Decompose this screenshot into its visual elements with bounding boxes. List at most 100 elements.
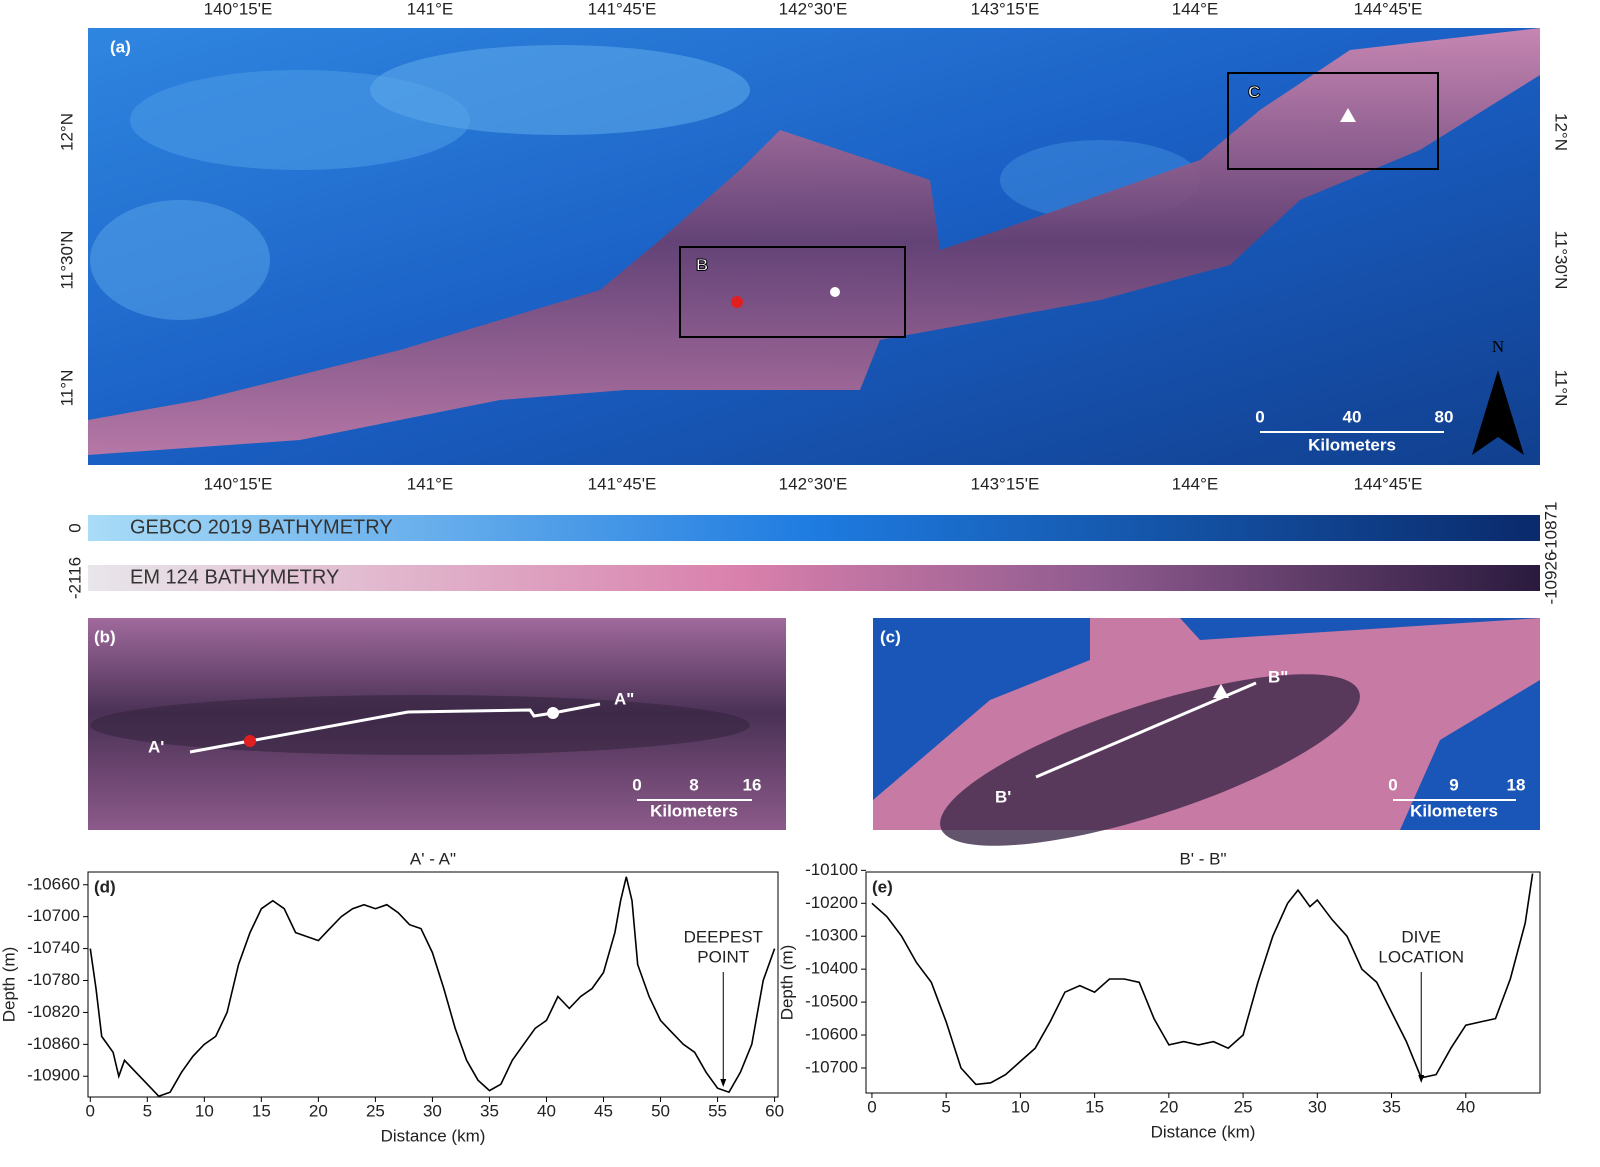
white-point bbox=[830, 287, 840, 297]
y-axis-label: Depth (m) bbox=[777, 945, 796, 1021]
y-tick-label: -10500 bbox=[805, 992, 858, 1011]
panel-label: (c) bbox=[880, 627, 901, 646]
x-tick-label: 5 bbox=[941, 1097, 950, 1116]
colorbar-max: -10871 bbox=[1541, 502, 1560, 555]
lon-label: 144°45'E bbox=[1354, 0, 1423, 18]
lat-label: 12°N bbox=[1552, 113, 1571, 151]
profile-start: A' bbox=[148, 737, 164, 756]
x-tick-label: 30 bbox=[423, 1101, 442, 1120]
scale-label: 0 bbox=[1255, 407, 1264, 426]
shoal bbox=[370, 45, 750, 135]
colorbar-label: GEBCO 2019 BATHYMETRY bbox=[130, 516, 393, 538]
x-tick-label: 25 bbox=[366, 1101, 385, 1120]
profiles: A' - A" (d) Distance (km) Depth (m) 0 5 10 15 20… bbox=[0, 849, 1541, 1145]
arrow-head bbox=[1418, 1075, 1425, 1083]
lon-label: 143°15'E bbox=[971, 0, 1040, 18]
panel-label: (e) bbox=[872, 877, 893, 896]
map-b: (b) A' A" 0 8 16 Kilometers bbox=[88, 618, 786, 830]
lon-label: 142°30'E bbox=[779, 0, 848, 18]
y-tick-label: -10900 bbox=[27, 1066, 80, 1085]
x-tick-label: 55 bbox=[708, 1101, 727, 1120]
lon-label: 143°15'E bbox=[971, 474, 1040, 493]
lon-label: 144°E bbox=[1172, 474, 1219, 493]
scale-label: 80 bbox=[1435, 407, 1454, 426]
colorbar-label: EM 124 BATHYMETRY bbox=[130, 566, 339, 588]
lon-label: 142°30'E bbox=[779, 474, 848, 493]
profile-end: B" bbox=[1268, 667, 1288, 686]
y-tick-label: -10740 bbox=[27, 938, 80, 957]
box-label: C bbox=[1248, 82, 1260, 101]
chart-title: A' - A" bbox=[410, 849, 456, 868]
y-tick-label: -10700 bbox=[27, 906, 80, 925]
x-tick-label: 30 bbox=[1308, 1097, 1327, 1116]
x-tick-label: 40 bbox=[537, 1101, 556, 1120]
x-tick-label: 50 bbox=[651, 1101, 670, 1120]
x-tick-label: 15 bbox=[252, 1101, 271, 1120]
chart-title: B' - B" bbox=[1179, 849, 1226, 868]
x-tick-label: 10 bbox=[1011, 1097, 1030, 1116]
lat-label: 11°30'N bbox=[1552, 231, 1571, 290]
box-b bbox=[679, 246, 906, 338]
y-tick-label: -10780 bbox=[27, 970, 80, 989]
colorbar bbox=[88, 565, 1540, 591]
panel-label: (d) bbox=[94, 877, 116, 896]
box-label: B bbox=[696, 255, 708, 274]
panel-label: (a) bbox=[110, 37, 131, 56]
x-tick-label: 40 bbox=[1456, 1097, 1475, 1116]
scale-label: 8 bbox=[689, 775, 698, 794]
lat-label: 12°N bbox=[57, 113, 76, 151]
y-tick-label: -10200 bbox=[805, 893, 858, 912]
red-point bbox=[244, 735, 256, 747]
profile-line bbox=[1035, 681, 1257, 779]
profile-line bbox=[871, 873, 1534, 1086]
annotation: POINT bbox=[697, 947, 749, 966]
white-point bbox=[547, 707, 559, 719]
trench-axis bbox=[90, 695, 750, 755]
scale-label: 40 bbox=[1343, 407, 1362, 426]
profile-line bbox=[89, 876, 776, 1098]
profile-start: B' bbox=[995, 787, 1011, 806]
y-tick-label: -10600 bbox=[805, 1025, 858, 1044]
colorbar bbox=[88, 515, 1540, 541]
north-label: N bbox=[1492, 337, 1504, 356]
scale-label: 18 bbox=[1507, 775, 1526, 794]
scale-label: 0 bbox=[632, 775, 641, 794]
lon-label: 144°E bbox=[1172, 0, 1219, 18]
lat-label: 11°N bbox=[57, 370, 76, 407]
lat-label: 11°N bbox=[1552, 370, 1571, 407]
x-tick-label: 5 bbox=[143, 1101, 152, 1120]
box-c bbox=[1227, 72, 1439, 170]
profile-end: A" bbox=[614, 689, 634, 708]
scale-unit: Kilometers bbox=[1308, 435, 1396, 454]
lon-label: 141°45'E bbox=[588, 0, 657, 18]
colorbar-min: 0 bbox=[65, 523, 84, 532]
shoal bbox=[90, 200, 270, 320]
y-tick-label: -10300 bbox=[805, 926, 858, 945]
y-tick-label: -10660 bbox=[27, 874, 80, 893]
trench-axis bbox=[940, 674, 1360, 846]
x-tick-label: 0 bbox=[867, 1097, 876, 1116]
plot-frame bbox=[87, 871, 779, 1098]
x-tick-label: 10 bbox=[195, 1101, 214, 1120]
scale-unit: Kilometers bbox=[1410, 801, 1498, 820]
x-tick-label: 60 bbox=[765, 1101, 784, 1120]
annotation: DIVE bbox=[1401, 927, 1441, 946]
scale-label: 16 bbox=[743, 775, 762, 794]
map-c: (c) B' B" 0 9 18 Kilometers bbox=[873, 618, 1540, 846]
x-axis-label: Distance (km) bbox=[381, 1126, 486, 1145]
x-tick-label: 35 bbox=[480, 1101, 499, 1120]
dive-marker bbox=[1340, 108, 1356, 122]
x-tick-label: 45 bbox=[594, 1101, 613, 1120]
x-tick-label: 25 bbox=[1234, 1097, 1253, 1116]
arrow-head bbox=[720, 1079, 727, 1087]
colorbar-min: -2116 bbox=[65, 557, 84, 599]
lon-label: 144°45'E bbox=[1354, 474, 1423, 493]
x-tick-label: 20 bbox=[309, 1101, 328, 1120]
annotation: LOCATION bbox=[1378, 947, 1464, 966]
lon-label: 141°E bbox=[407, 474, 454, 493]
x-tick-label: 0 bbox=[86, 1101, 95, 1120]
map-a: (a) B C N 0 40 80 Kilometers bbox=[88, 28, 1540, 465]
lon-label: 141°E bbox=[407, 0, 454, 18]
north-arrow bbox=[1472, 370, 1524, 455]
